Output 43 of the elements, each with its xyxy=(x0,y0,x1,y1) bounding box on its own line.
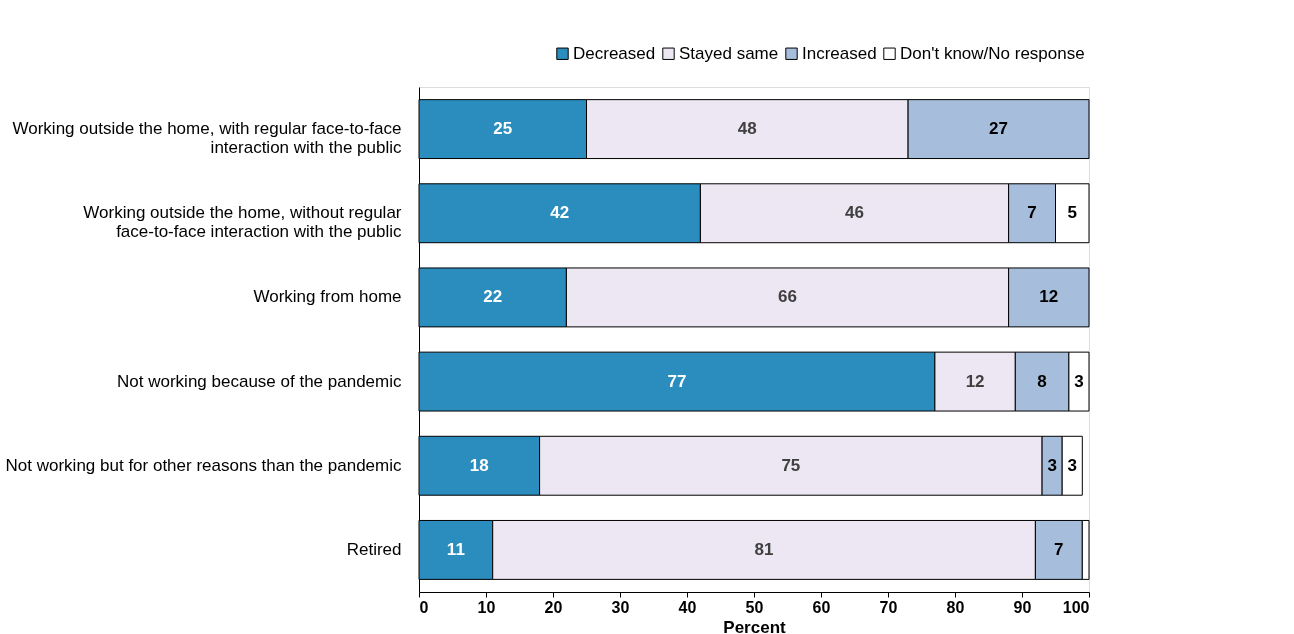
data-label: 22 xyxy=(483,287,503,307)
data-label: 66 xyxy=(778,287,797,307)
y-tick-label: Working outside the home, with regular face-to-face interaction with the public xyxy=(12,119,402,158)
x-tick-label: 30 xyxy=(611,598,630,616)
data-label: 7 xyxy=(1054,539,1064,559)
x-tick-label: 20 xyxy=(544,598,563,616)
x-tick-label: 100 xyxy=(1062,598,1090,616)
data-label: 81 xyxy=(754,539,774,559)
data-label: 11 xyxy=(446,539,465,559)
x-tick-label: 60 xyxy=(812,598,831,616)
data-label: 42 xyxy=(550,203,570,223)
x-axis-title: Percent xyxy=(723,617,787,634)
data-label: 8 xyxy=(1037,371,1047,391)
legend-label: Don't know/No response xyxy=(900,43,1085,63)
y-tick-label: Retired xyxy=(346,539,402,559)
x-tick-label: 90 xyxy=(1013,598,1032,616)
legend-label: Decreased xyxy=(573,43,656,63)
data-label: 12 xyxy=(965,371,985,391)
y-tick-label: Not working but for other reasons than the pandemic xyxy=(5,455,402,475)
data-label: 12 xyxy=(1039,287,1059,307)
y-tick-label: Working outside the home, without regular face-to-face interaction with the public xyxy=(83,203,402,242)
x-tick-label: 70 xyxy=(879,598,898,616)
data-label: 27 xyxy=(989,119,1009,139)
legend-label: Increased xyxy=(802,43,877,63)
data-label: 5 xyxy=(1067,203,1077,223)
data-label: 46 xyxy=(845,203,864,223)
x-tick-label: 40 xyxy=(678,598,697,616)
x-tick-label: 0 xyxy=(419,598,429,616)
x-tick-label: 10 xyxy=(477,598,496,616)
data-label: 75 xyxy=(781,455,801,475)
y-tick-label: Working from home xyxy=(253,287,402,307)
legend-label: Stayed same xyxy=(679,43,779,63)
data-label: 3 xyxy=(1067,455,1077,475)
data-label: 77 xyxy=(667,371,687,391)
data-label: 48 xyxy=(737,119,757,139)
x-tick-label: 80 xyxy=(946,598,965,616)
y-tick-label: Not working because of the pandemic xyxy=(117,371,402,391)
data-label: 25 xyxy=(493,119,513,139)
data-label: 3 xyxy=(1074,371,1084,391)
data-label: 3 xyxy=(1047,455,1057,475)
data-label: 18 xyxy=(469,455,489,475)
x-tick-label: 50 xyxy=(745,598,764,616)
data-label: 7 xyxy=(1027,203,1037,223)
